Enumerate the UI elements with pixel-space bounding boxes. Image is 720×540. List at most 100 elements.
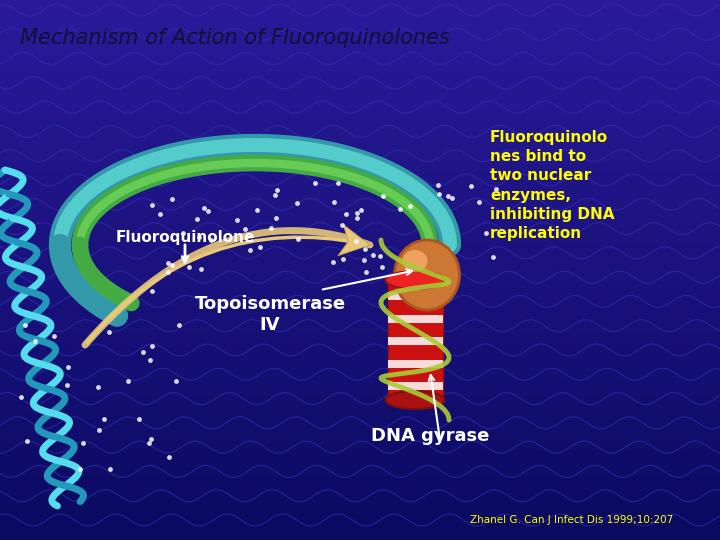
- Point: [359, 245, 371, 253]
- Bar: [0, 207, 720, 216]
- Bar: [0, 153, 720, 162]
- Point: [271, 214, 282, 222]
- Point: [358, 255, 369, 264]
- Point: [239, 225, 251, 234]
- Point: [490, 185, 502, 193]
- Point: [433, 180, 444, 189]
- Point: [173, 320, 184, 329]
- Bar: [0, 261, 720, 270]
- Point: [327, 258, 338, 267]
- Point: [145, 356, 156, 364]
- Point: [143, 438, 155, 447]
- Text: DNA gyrase: DNA gyrase: [371, 427, 489, 445]
- Bar: [0, 441, 720, 450]
- Ellipse shape: [402, 250, 428, 272]
- Point: [394, 204, 405, 213]
- Bar: [0, 306, 720, 315]
- Bar: [0, 198, 720, 207]
- Bar: [0, 459, 720, 468]
- Point: [336, 220, 348, 229]
- Text: Fluoroquinolone: Fluoroquinolone: [115, 230, 255, 245]
- Point: [351, 209, 363, 218]
- Point: [177, 228, 189, 237]
- Point: [433, 190, 445, 199]
- Bar: [0, 63, 720, 72]
- Bar: [0, 432, 720, 441]
- Point: [15, 393, 27, 401]
- Point: [442, 192, 454, 200]
- Ellipse shape: [385, 271, 444, 289]
- Bar: [388, 280, 443, 400]
- Bar: [0, 225, 720, 234]
- Bar: [388, 314, 443, 322]
- Bar: [0, 81, 720, 90]
- Bar: [0, 414, 720, 423]
- Point: [98, 415, 109, 423]
- Bar: [0, 369, 720, 378]
- Point: [367, 251, 379, 259]
- Point: [350, 237, 361, 246]
- Point: [198, 203, 210, 212]
- Point: [351, 214, 362, 223]
- Bar: [0, 90, 720, 99]
- Point: [62, 363, 73, 372]
- Point: [333, 179, 344, 187]
- Point: [360, 268, 372, 276]
- Point: [205, 236, 217, 245]
- Polygon shape: [338, 224, 370, 256]
- Point: [134, 415, 145, 423]
- Bar: [0, 18, 720, 27]
- Point: [480, 228, 492, 237]
- Point: [22, 437, 33, 445]
- Point: [163, 453, 174, 462]
- Bar: [0, 450, 720, 459]
- Bar: [0, 279, 720, 288]
- Bar: [388, 337, 443, 345]
- Bar: [0, 486, 720, 495]
- Point: [446, 194, 458, 202]
- Bar: [0, 396, 720, 405]
- Bar: [0, 360, 720, 369]
- Bar: [0, 117, 720, 126]
- Bar: [388, 382, 443, 390]
- Point: [340, 210, 351, 219]
- Point: [404, 202, 415, 211]
- Point: [473, 197, 485, 206]
- Bar: [0, 9, 720, 18]
- Point: [269, 191, 281, 199]
- Point: [30, 337, 41, 346]
- Bar: [0, 216, 720, 225]
- Point: [103, 328, 114, 336]
- Point: [154, 210, 166, 218]
- Point: [244, 246, 256, 254]
- Bar: [0, 144, 720, 153]
- Point: [193, 232, 204, 241]
- Bar: [0, 234, 720, 243]
- Point: [75, 465, 86, 474]
- Point: [464, 181, 476, 190]
- Bar: [388, 360, 443, 368]
- Point: [92, 382, 104, 391]
- Point: [122, 376, 133, 385]
- Bar: [0, 72, 720, 81]
- Point: [78, 439, 89, 448]
- Point: [145, 434, 156, 443]
- Bar: [0, 0, 720, 9]
- Point: [147, 287, 158, 295]
- Point: [163, 258, 174, 267]
- Point: [292, 198, 303, 207]
- Bar: [0, 45, 720, 54]
- Text: Mechanism of Action of Fluoroquinolones: Mechanism of Action of Fluoroquinolones: [20, 28, 450, 48]
- Bar: [0, 99, 720, 108]
- Bar: [0, 252, 720, 261]
- Point: [271, 185, 283, 194]
- Point: [104, 464, 116, 473]
- Point: [374, 252, 386, 260]
- Point: [170, 377, 181, 386]
- Bar: [0, 189, 720, 198]
- Point: [292, 234, 304, 243]
- Bar: [0, 297, 720, 306]
- Bar: [0, 333, 720, 342]
- Point: [61, 380, 73, 389]
- Bar: [0, 423, 720, 432]
